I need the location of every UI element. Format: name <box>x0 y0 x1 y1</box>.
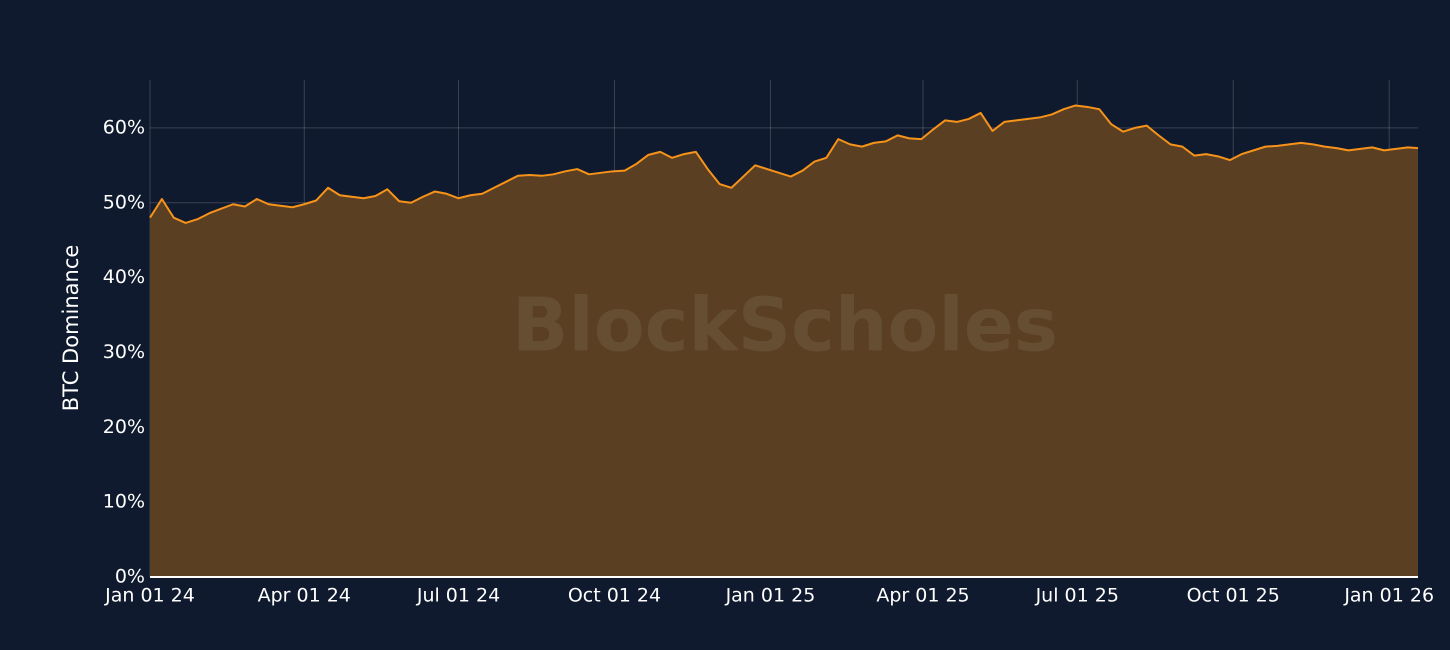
line <box>149 104 1419 224</box>
x-tick-label: Jul 01 24 <box>416 585 500 607</box>
x-tick-label: Jan 01 24 <box>104 585 195 607</box>
area <box>150 105 1418 577</box>
x-tick-label: Apr 01 25 <box>876 585 969 607</box>
y-tick-label: 20% <box>103 416 145 438</box>
y-tick-label: 0% <box>115 566 145 588</box>
y-tick-label: 30% <box>103 341 145 363</box>
plot-area <box>149 104 1419 577</box>
watermark: BlockScholes <box>512 283 1058 369</box>
x-tick-label: Oct 01 25 <box>1187 585 1280 607</box>
y-tick-label: 60% <box>103 116 145 138</box>
x-tick-label: Jan 01 25 <box>725 585 816 607</box>
y-tick-label: 40% <box>103 266 145 288</box>
x-tick-label: Jan 01 26 <box>1343 585 1434 607</box>
x-tick-label: Jul 01 25 <box>1035 585 1119 607</box>
x-tick-label: Apr 01 24 <box>258 585 351 607</box>
axes: 0% 10% 20% 30% 40% 50% 60% Jan 01 24 Apr 01 24 Ju… <box>103 116 1434 606</box>
y-axis-title: BTC Dominance <box>59 245 83 412</box>
y-tick-label: 50% <box>103 191 145 213</box>
x-tick-label: Oct 01 24 <box>568 585 661 607</box>
y-tick-label: 10% <box>103 491 145 513</box>
